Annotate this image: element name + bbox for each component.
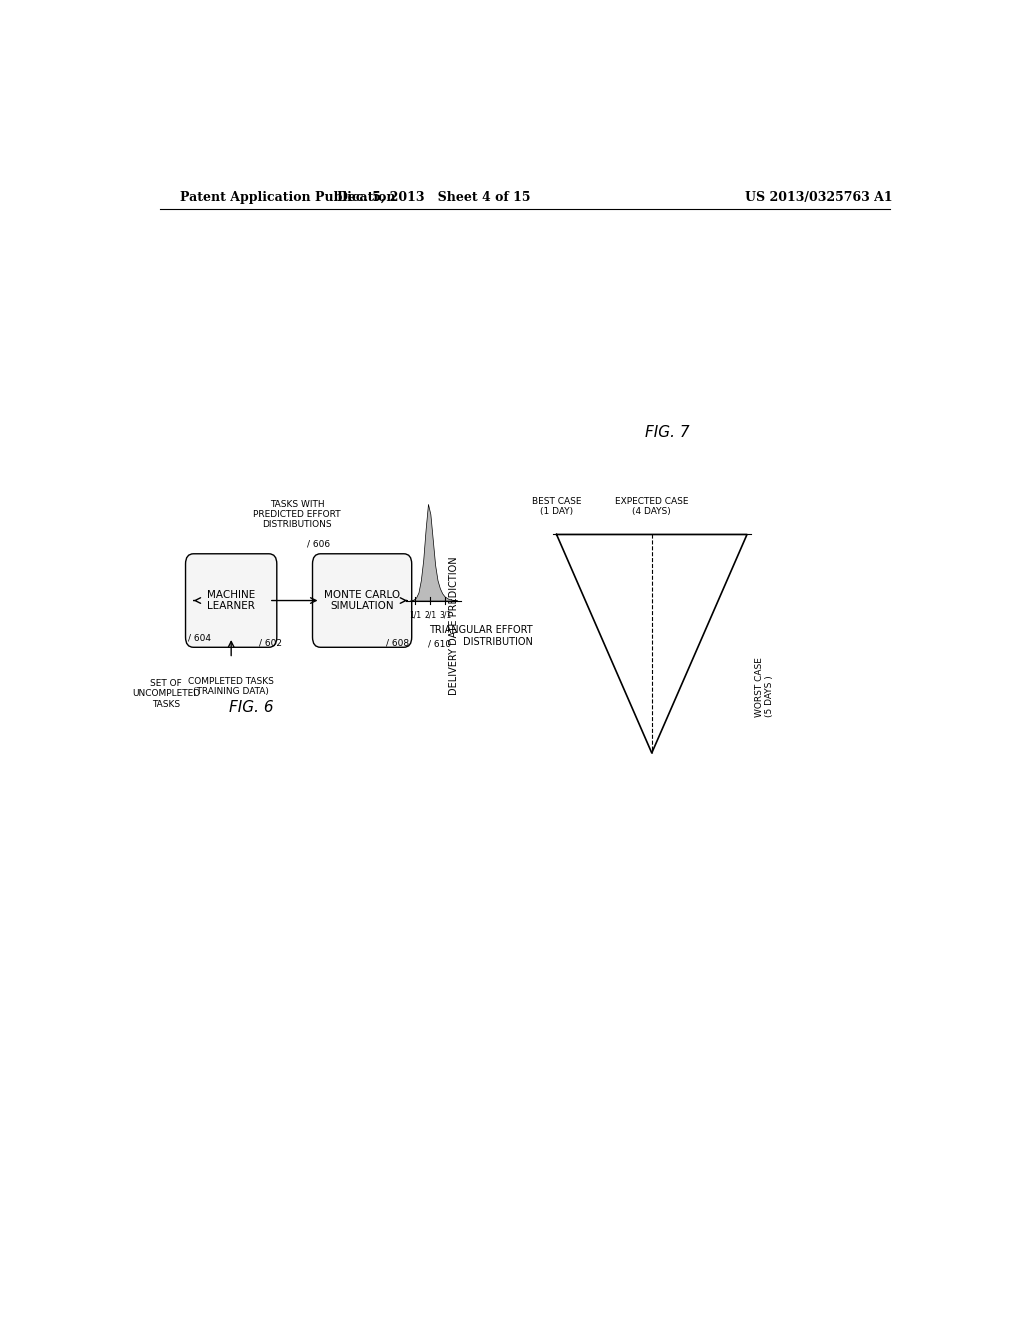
Text: TRIANGULAR EFFORT
DISTRIBUTION: TRIANGULAR EFFORT DISTRIBUTION [429, 626, 532, 647]
Text: Dec. 5, 2013   Sheet 4 of 15: Dec. 5, 2013 Sheet 4 of 15 [337, 190, 530, 203]
Text: / 610: / 610 [428, 640, 452, 648]
Text: FIG. 7: FIG. 7 [645, 425, 690, 441]
Text: TASKS WITH
PREDICTED EFFORT
DISTRIBUTIONS: TASKS WITH PREDICTED EFFORT DISTRIBUTION… [253, 499, 341, 529]
Text: FIG. 6: FIG. 6 [228, 700, 273, 714]
Text: Patent Application Publication: Patent Application Publication [179, 190, 395, 203]
Text: / 604: / 604 [187, 634, 211, 643]
Text: US 2013/0325763 A1: US 2013/0325763 A1 [744, 190, 892, 203]
Text: 1/1: 1/1 [410, 611, 421, 619]
FancyBboxPatch shape [312, 554, 412, 647]
Text: WORST CASE
(5 DAYS ): WORST CASE (5 DAYS ) [755, 657, 774, 717]
Text: DELIVERY DATE PREDICTION: DELIVERY DATE PREDICTION [450, 557, 460, 696]
Text: MACHINE
LEARNER: MACHINE LEARNER [207, 590, 255, 611]
Text: MONTE CARLO
SIMULATION: MONTE CARLO SIMULATION [324, 590, 400, 611]
FancyBboxPatch shape [185, 554, 276, 647]
Text: BEST CASE
(1 DAY): BEST CASE (1 DAY) [531, 496, 582, 516]
Text: COMPLETED TASKS
(TRAINING DATA): COMPLETED TASKS (TRAINING DATA) [188, 677, 274, 696]
Text: 3/1: 3/1 [439, 611, 452, 619]
Text: / 606: / 606 [306, 540, 330, 549]
Text: 2/1: 2/1 [424, 611, 436, 619]
Text: / 608: / 608 [386, 638, 409, 647]
Text: EXPECTED CASE
(4 DAYS): EXPECTED CASE (4 DAYS) [615, 496, 688, 516]
Text: / 602: / 602 [259, 638, 282, 647]
Text: SET OF
UNCOMPLETED
TASKS: SET OF UNCOMPLETED TASKS [132, 678, 200, 709]
